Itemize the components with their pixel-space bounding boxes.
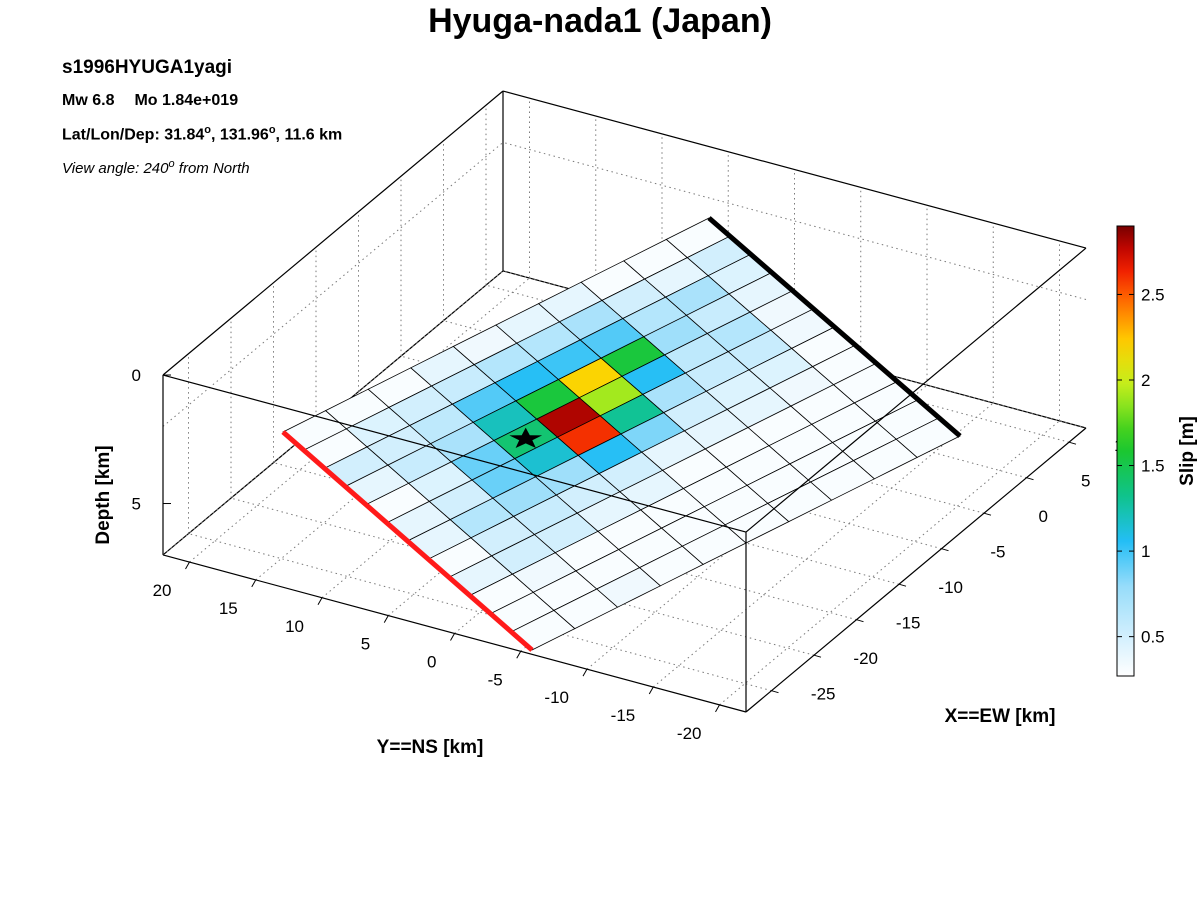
y-tick-mark [450, 633, 455, 641]
y-tick-label: -20 [677, 724, 702, 743]
x-tick-mark [1026, 477, 1034, 481]
location-lat: Lat/Lon/Dep: 31.84 [62, 126, 205, 144]
colorbar-tick-label: 1.5 [1141, 457, 1165, 476]
view-prefix: View angle: 240 [62, 160, 169, 177]
z-tick-label: 0 [132, 366, 141, 385]
degree-mark: o [168, 158, 175, 170]
slip-patches [282, 217, 961, 651]
axes-edge [162, 90, 504, 376]
axes-box-front [162, 247, 1087, 713]
y-tick-label: -10 [544, 688, 569, 707]
y-tick-label: 20 [153, 581, 172, 600]
y-tick-mark [383, 615, 389, 623]
y-axis-label: Y==NS [km] [377, 737, 484, 758]
y-tick-label: 0 [427, 652, 436, 671]
y-tick-mark [185, 561, 190, 570]
y-tick-label: 15 [219, 599, 238, 618]
mw-label: Mw 6.8 [62, 92, 115, 109]
y-tick-label: 10 [285, 617, 304, 636]
colorbar-tick-label: 1 [1141, 542, 1150, 561]
degree-mark: o [204, 124, 211, 136]
x-tick-label: -10 [938, 578, 963, 597]
x-tick-label: 0 [1039, 507, 1048, 526]
axes-edge [745, 427, 1087, 713]
fault-edge-red [281, 430, 534, 652]
colorbar-tick-label: 2 [1141, 371, 1150, 390]
x-tick-label: -5 [990, 543, 1005, 562]
colorbar-label: Slip [m] [1177, 416, 1198, 486]
y-tick-mark [516, 651, 522, 659]
axes-edge [502, 90, 1087, 249]
colorbar-tick-label: 2.5 [1141, 285, 1165, 304]
gridline-x-floor [188, 533, 772, 692]
gridline-z-side [502, 270, 1087, 429]
x-tick-mark [983, 512, 992, 516]
y-tick-mark [251, 579, 257, 588]
event-id: s1996HYUGA1yagi [62, 57, 233, 78]
location-dep: , 11.6 km [275, 126, 343, 144]
x-tick-mark [898, 583, 907, 587]
z-axis-label: Depth [km] [93, 445, 114, 544]
axes-edge [162, 374, 747, 533]
x-tick-label: 5 [1081, 472, 1090, 491]
y-tick-mark [648, 686, 654, 695]
magnitude-line: Mw 6.8 Mo 1.84e+019 [62, 92, 238, 110]
colorbar-bar [1116, 225, 1135, 677]
z-tick-label: 5 [132, 495, 141, 514]
hypocenter-star [509, 427, 543, 448]
y-tick-mark [715, 704, 720, 713]
axis-labels: Y==NS [km] X==EW [km] Depth [km] [93, 445, 1055, 758]
x-tick-mark [856, 619, 864, 623]
degree-mark: o [268, 124, 276, 136]
location-line: Lat/Lon/Dep: 31.84o, 131.96o, 11.6 km [62, 124, 342, 144]
x-tick-mark [813, 654, 822, 658]
location-lon: , 131.96 [210, 126, 269, 144]
x-tick-mark [941, 548, 949, 552]
x-tick-label: -15 [896, 614, 921, 633]
colorbar-tick-label: 0.5 [1141, 628, 1165, 647]
x-tick-label: -25 [811, 685, 836, 704]
gridline-x-floor [315, 426, 900, 585]
fault-edge-black [707, 216, 962, 438]
y-tick-mark [582, 668, 588, 677]
fault-edges [281, 216, 962, 652]
gridline-z-side [502, 141, 1087, 300]
y-tick-label: -15 [611, 706, 636, 725]
x-tick-label: -20 [853, 649, 878, 668]
axes-edge [745, 247, 1087, 533]
colorbar: 0.5 1 1.5 2 2.5 Slip [m] [1116, 225, 1198, 677]
x-tick-mark [771, 690, 779, 694]
x-axis-label: X==EW [km] [945, 706, 1056, 727]
gridline-x-floor [230, 497, 815, 656]
chart-title: Hyuga-nada1 (Japan) [428, 2, 772, 40]
gridline-x-floor [358, 391, 942, 550]
y-tick-mark [317, 597, 323, 606]
gridline-x-floor [273, 462, 857, 621]
gridline-x-floor [485, 284, 1070, 443]
view-angle-line: View angle: 240o from North [62, 158, 250, 177]
y-tick-label: 5 [361, 635, 370, 654]
mo-label: Mo 1.84e+019 [134, 92, 239, 109]
y-tick-label: -5 [488, 670, 503, 689]
gridline-x-floor [400, 355, 985, 514]
x-tick-mark [1068, 441, 1077, 445]
view-suffix: from North [174, 160, 250, 177]
axes-edge [162, 554, 747, 713]
